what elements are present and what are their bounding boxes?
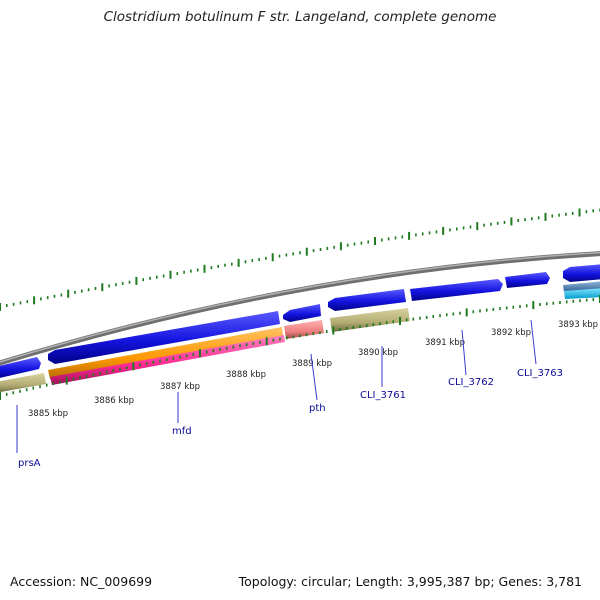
cds-arrow[interactable]	[283, 304, 321, 322]
gene-leader	[461, 329, 467, 376]
forward-cds-track	[0, 264, 600, 379]
scale-label: 3887 kbp	[160, 382, 200, 392]
genome-backbone	[0, 251, 600, 366]
map-title: Clostridium botulinum F str. Langeland, …	[103, 9, 497, 25]
scale-label: 3885 kbp	[28, 409, 68, 419]
cds-arrow[interactable]	[48, 311, 280, 364]
feature-bar[interactable]	[330, 308, 410, 332]
gene-label-cli-3762[interactable]: CLI_3762	[448, 377, 494, 388]
accession-text: Accession: NC_009699	[10, 574, 153, 589]
gene-label-prsA[interactable]: prsA	[18, 458, 41, 469]
gene-label-cli-3761[interactable]: CLI_3761	[360, 390, 406, 401]
gene-leader	[530, 319, 537, 365]
cds-arrow[interactable]	[410, 279, 503, 301]
gene-label-mfd[interactable]: mfd	[172, 426, 192, 437]
gene-leader	[310, 353, 318, 401]
gc-content-track	[0, 208, 600, 311]
scale-track	[0, 295, 600, 400]
cds-arrow[interactable]	[563, 264, 600, 282]
feature-bar[interactable]	[0, 373, 46, 393]
cds-arrow[interactable]	[0, 357, 41, 379]
scale-label: 3891 kbp	[425, 338, 465, 348]
scale-label: 3888 kbp	[226, 370, 266, 380]
scale-label: 3886 kbp	[94, 396, 134, 406]
gene-label-pth[interactable]: pth	[309, 403, 326, 414]
scale-label: 3892 kbp	[491, 328, 531, 338]
feature-bar[interactable]	[48, 327, 283, 379]
gene-labels: prsA mfd pth CLI_3761 CLI_3762 CLI_3763	[16, 319, 563, 469]
scale-label: 3893 kbp	[558, 320, 598, 330]
cds-arrow[interactable]	[328, 289, 406, 311]
feature-bar[interactable]	[564, 288, 600, 299]
feature-bar[interactable]	[284, 320, 324, 339]
genome-summary-text: Topology: circular; Length: 3,995,387 bp…	[238, 574, 582, 589]
cds-arrow[interactable]	[505, 272, 550, 288]
gene-label-cli-3763[interactable]: CLI_3763	[517, 368, 563, 379]
scale-label: 3890 kbp	[358, 348, 398, 358]
